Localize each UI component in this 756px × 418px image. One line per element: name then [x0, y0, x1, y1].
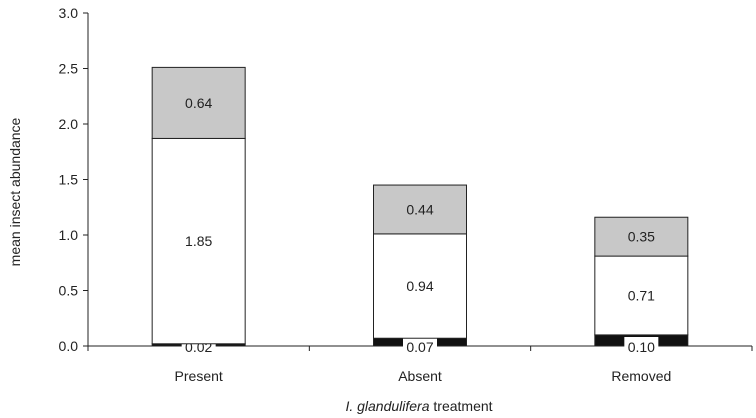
y-tick-label: 2.5: [59, 61, 79, 77]
y-tick-label: 0.5: [59, 283, 79, 299]
x-axis-title-rest: treatment: [430, 398, 493, 414]
bar-value-label: 0.71: [628, 287, 655, 303]
bar-label-background: [403, 337, 437, 353]
bar-label-background: [624, 337, 659, 353]
bar-value-label: 0.07: [406, 339, 433, 355]
plot-area: 0.00.51.01.52.02.53.00.021.850.64Present…: [59, 5, 753, 384]
bar-value-label: 0.35: [628, 229, 655, 245]
y-tick-label: 3.0: [59, 5, 79, 21]
y-axis-title: mean insect abundance: [7, 117, 23, 266]
y-tick-label: 1.0: [59, 227, 79, 243]
bar-value-label: 0.94: [406, 278, 433, 294]
y-tick-label: 1.5: [59, 172, 79, 188]
x-axis-title: I. glandulifera treatment: [345, 398, 492, 414]
x-tick-label: Present: [175, 368, 223, 384]
x-tick-label: Absent: [398, 368, 442, 384]
x-tick-label: Removed: [611, 368, 671, 384]
bar-value-label: 0.64: [185, 95, 212, 111]
bar-segment-grey: [373, 184, 467, 235]
x-axis-title-italic: I. glandulifera: [345, 398, 429, 414]
bar-value-label: 0.44: [406, 201, 433, 217]
bar-segment-white: [373, 233, 467, 339]
y-tick-label: 2.0: [59, 116, 79, 132]
bar-segment-grey: [151, 66, 246, 139]
bar-segment-grey: [594, 216, 689, 257]
bar-value-label: 0.10: [628, 339, 655, 355]
y-tick-label: 0.0: [59, 338, 79, 354]
bar-value-label: 1.85: [185, 233, 212, 249]
